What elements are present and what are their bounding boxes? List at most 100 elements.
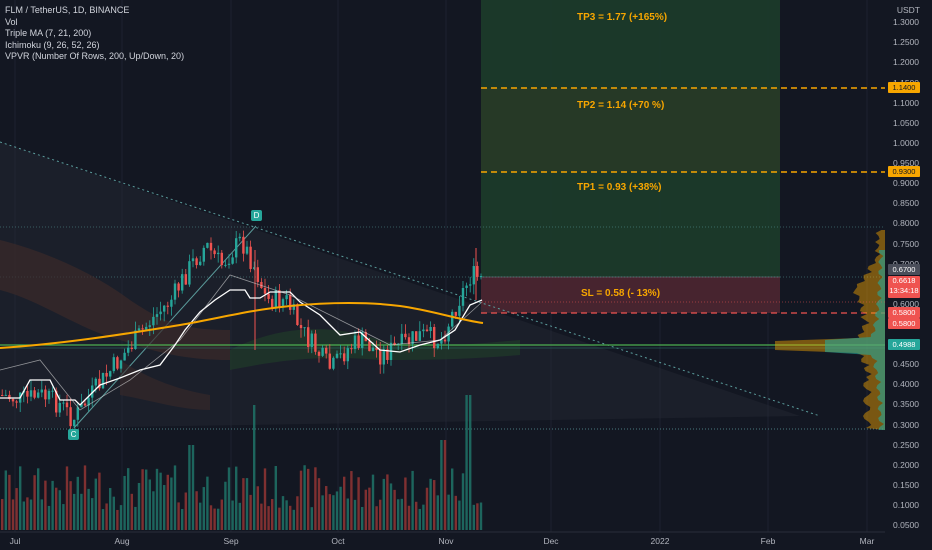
candle — [83, 403, 87, 406]
candle — [411, 331, 414, 345]
candle — [37, 392, 40, 398]
volume-bar — [263, 468, 267, 530]
candle — [69, 407, 72, 427]
volume-bar — [267, 506, 270, 530]
ichimoku-indicator-label[interactable]: Ichimoku (9, 26, 52, 26) — [5, 39, 100, 50]
candle — [382, 349, 385, 365]
volume-bar — [62, 504, 65, 530]
volume-bar — [220, 499, 223, 530]
volume-bar — [278, 507, 281, 530]
volume-bar — [163, 485, 166, 530]
volume-bar — [94, 478, 97, 530]
candle — [213, 250, 216, 255]
candle — [127, 347, 130, 353]
candle — [206, 242, 209, 248]
chart-legend: FLM / TetherUS, 1D, BINANCE Vol Triple M… — [5, 5, 184, 63]
volume-bar — [310, 507, 313, 530]
volume-bar — [73, 493, 76, 530]
candle — [271, 298, 274, 309]
time-tick: Nov — [438, 536, 454, 546]
candle — [116, 357, 119, 369]
volume-bar — [433, 480, 436, 530]
volume-bar — [141, 469, 144, 530]
candle — [112, 357, 115, 372]
candle — [4, 394, 7, 396]
volume-bar — [346, 498, 349, 530]
price-tick: 0.6000 — [893, 298, 919, 309]
candle — [469, 284, 472, 286]
vol-indicator-label[interactable]: Vol — [5, 16, 18, 27]
volume-bar — [379, 499, 382, 530]
tp1-label: TP1 = 0.93 (+38%) — [577, 182, 662, 193]
volume-bar — [184, 492, 187, 530]
candle — [429, 326, 432, 332]
candle — [245, 246, 249, 254]
candle — [26, 391, 29, 397]
price-tick: 0.2500 — [893, 439, 919, 450]
candle — [317, 351, 321, 356]
volume-bar — [271, 499, 274, 530]
candle — [148, 325, 151, 327]
candle — [335, 353, 339, 358]
volume-bar — [213, 508, 216, 530]
volume-bar — [386, 474, 389, 530]
volume-bar — [19, 466, 22, 530]
volume-bar — [389, 483, 393, 530]
volume-bar — [458, 500, 461, 530]
symbol-label[interactable]: FLM / TetherUS, 1D, BINANCE — [5, 5, 130, 15]
volume-bar — [418, 508, 421, 530]
volume-bar — [152, 491, 155, 530]
candle — [310, 333, 313, 347]
candle — [357, 335, 360, 348]
ichimoku-baseline — [0, 289, 483, 406]
volume-bar — [479, 502, 483, 530]
tp1-price-tag: 0.9300 — [888, 166, 920, 177]
volume-bar — [335, 491, 339, 530]
ichimoku-cloud-green — [230, 329, 520, 370]
volume-bar — [296, 496, 299, 530]
last-price-tag: 0.6618 13:34:18 — [888, 276, 920, 298]
volume-bar — [170, 477, 173, 530]
candle — [170, 299, 173, 307]
candle — [159, 311, 162, 315]
vpvr-indicator-label[interactable]: VPVR (Number Of Rows, 200, Up/Down, 20) — [5, 51, 185, 61]
triple-ma-indicator-label[interactable]: Triple MA (7, 21, 200) — [5, 28, 92, 38]
tp3-label: TP3 = 1.77 (+165%) — [577, 12, 668, 23]
price-tick: 1.0000 — [893, 137, 919, 148]
volume-bar — [253, 405, 256, 530]
candle — [152, 316, 155, 326]
time-tick: Sep — [223, 536, 239, 546]
volume-bar — [26, 497, 29, 530]
candle — [325, 347, 328, 354]
volume-bar — [361, 506, 364, 530]
pattern-point-c: C — [68, 429, 79, 440]
time-tick: Jul — [9, 536, 21, 546]
ichimoku-conversion — [0, 274, 483, 411]
price-tick: 0.3000 — [893, 419, 919, 430]
volume-bar — [4, 470, 7, 530]
volume-bar — [148, 479, 151, 530]
volume-bar — [422, 504, 425, 530]
volume-bar — [274, 466, 277, 530]
volume-bar — [454, 495, 457, 530]
candle — [11, 399, 15, 402]
volume-bar — [127, 468, 130, 530]
volume-bar — [199, 502, 202, 530]
candle — [274, 290, 277, 309]
volume-profile-up — [775, 230, 885, 430]
volume-bar — [105, 503, 108, 530]
volume-bar — [343, 476, 346, 530]
candle — [353, 335, 357, 350]
volume-bar — [339, 486, 342, 530]
volume-bar — [368, 487, 371, 530]
candle — [51, 390, 54, 392]
price-tick: 0.8500 — [893, 198, 919, 209]
volume-bar — [130, 493, 133, 530]
volume-bar — [65, 466, 69, 530]
candle — [134, 330, 137, 350]
candle — [454, 311, 457, 316]
volume-bar — [364, 489, 367, 530]
candle — [98, 378, 101, 389]
